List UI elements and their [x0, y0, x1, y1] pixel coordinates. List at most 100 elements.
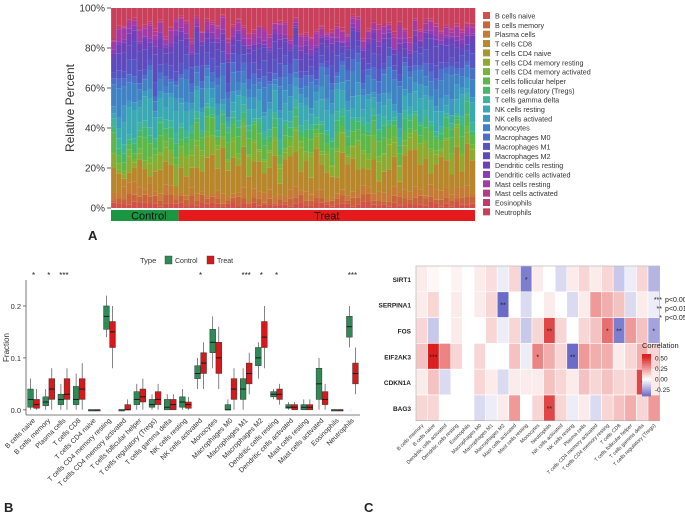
bar-segment: [116, 70, 122, 79]
bar-segment: [163, 194, 169, 204]
bar-segment: [459, 124, 465, 137]
bar-segment: [303, 8, 309, 33]
bar-segment: [329, 90, 335, 104]
bar-segment: [126, 107, 133, 135]
control-box: [42, 396, 49, 406]
bar-segment: [449, 8, 455, 29]
bar-segment: [303, 40, 309, 46]
bar-segment: [282, 90, 289, 104]
bar-segment: [220, 114, 226, 124]
bar-segment: [126, 204, 133, 208]
bar-segment: [121, 122, 127, 145]
bar-segment: [412, 20, 419, 31]
treat-box: [124, 404, 131, 411]
bar-segment: [365, 75, 372, 95]
bar-segment: [308, 177, 315, 195]
bar-segment: [454, 127, 460, 147]
bar-segment: [469, 203, 476, 208]
bar-segment: [168, 195, 174, 204]
bar-segment: [443, 140, 450, 161]
bar-segment: [459, 155, 465, 172]
bar-segment: [459, 204, 465, 208]
bar-segment: [438, 140, 445, 149]
heatmap-cell: [612, 343, 626, 370]
bar-segment: [345, 36, 351, 42]
bar-segment: [449, 200, 455, 207]
legend-swatch: [483, 21, 490, 29]
colorbar-segment: [642, 359, 651, 362]
heatmap-cell: [450, 317, 463, 344]
heatmap-cell: [531, 394, 544, 422]
bar-segment: [287, 111, 294, 122]
legend-swatch: [164, 255, 173, 265]
bar-segment: [116, 53, 122, 71]
bar-segment: [163, 63, 169, 77]
legend-label: Macrophages M1: [495, 142, 551, 151]
legend-label: Neutrophils: [495, 208, 532, 217]
bar-segment: [407, 199, 413, 204]
bar-segment: [178, 202, 185, 208]
bar-segment: [391, 202, 398, 208]
bar-segment: [454, 113, 460, 117]
bar-segment: [329, 148, 335, 166]
bar-segment: [116, 8, 122, 26]
bar-segment: [272, 205, 278, 208]
bar-segment: [339, 195, 346, 204]
heatmap-cell: [520, 343, 533, 370]
bar-segment: [272, 155, 278, 197]
bar-segment: [235, 196, 242, 206]
bar-segment: [423, 205, 429, 208]
bar-segment: [277, 39, 283, 49]
bar-segment: [137, 202, 143, 208]
bar-segment: [147, 38, 153, 43]
bar-segment: [157, 64, 164, 73]
bar-segment: [209, 24, 216, 33]
heatmap-cell: [566, 394, 579, 422]
bar-segment: [319, 55, 325, 64]
bar-segment: [183, 38, 190, 47]
bar-segment: [209, 154, 216, 194]
bar-segment: [313, 101, 320, 118]
bar-segment: [220, 136, 226, 139]
bar-segment: [469, 102, 476, 123]
bar-segment: [303, 205, 309, 208]
bar-segment: [443, 197, 450, 204]
bar-segment: [189, 139, 195, 151]
bar-segment: [199, 32, 205, 42]
bar-segment: [215, 149, 221, 169]
bar-segment: [220, 14, 226, 16]
bar-segment: [417, 31, 424, 41]
bar-segment: [189, 150, 195, 156]
bar-segment: [412, 116, 419, 131]
bar-segment: [298, 131, 304, 138]
bar-segment: [438, 98, 445, 112]
bar-segment: [215, 28, 221, 39]
bar-segment: [454, 187, 460, 199]
bar-segment: [397, 196, 403, 206]
bar-segment: [412, 70, 419, 83]
bar-segment: [386, 201, 393, 207]
bar-segment: [215, 77, 221, 86]
bar-segment: [251, 29, 257, 32]
bar-segment: [137, 122, 143, 131]
bar-segment: [225, 159, 231, 162]
control-box: [194, 365, 201, 379]
bar-segment: [371, 53, 377, 68]
bar-segment: [464, 65, 471, 78]
legend-swatch: [483, 58, 490, 66]
bar-segment: [319, 121, 325, 125]
bar-segment: [355, 53, 361, 63]
bar-segment: [428, 125, 434, 132]
bar-segment: [251, 8, 257, 30]
bar-segment: [215, 38, 221, 43]
bar-segment: [329, 176, 335, 198]
bar-segment: [256, 151, 263, 162]
bar-segment: [126, 19, 133, 23]
bar-segment: [137, 70, 143, 84]
bar-segment: [324, 150, 330, 155]
bar-segment: [376, 46, 382, 55]
bar-segment: [189, 155, 195, 168]
bar-segment: [329, 141, 335, 149]
bar-segment: [449, 32, 455, 37]
bar-segment: [428, 196, 434, 202]
